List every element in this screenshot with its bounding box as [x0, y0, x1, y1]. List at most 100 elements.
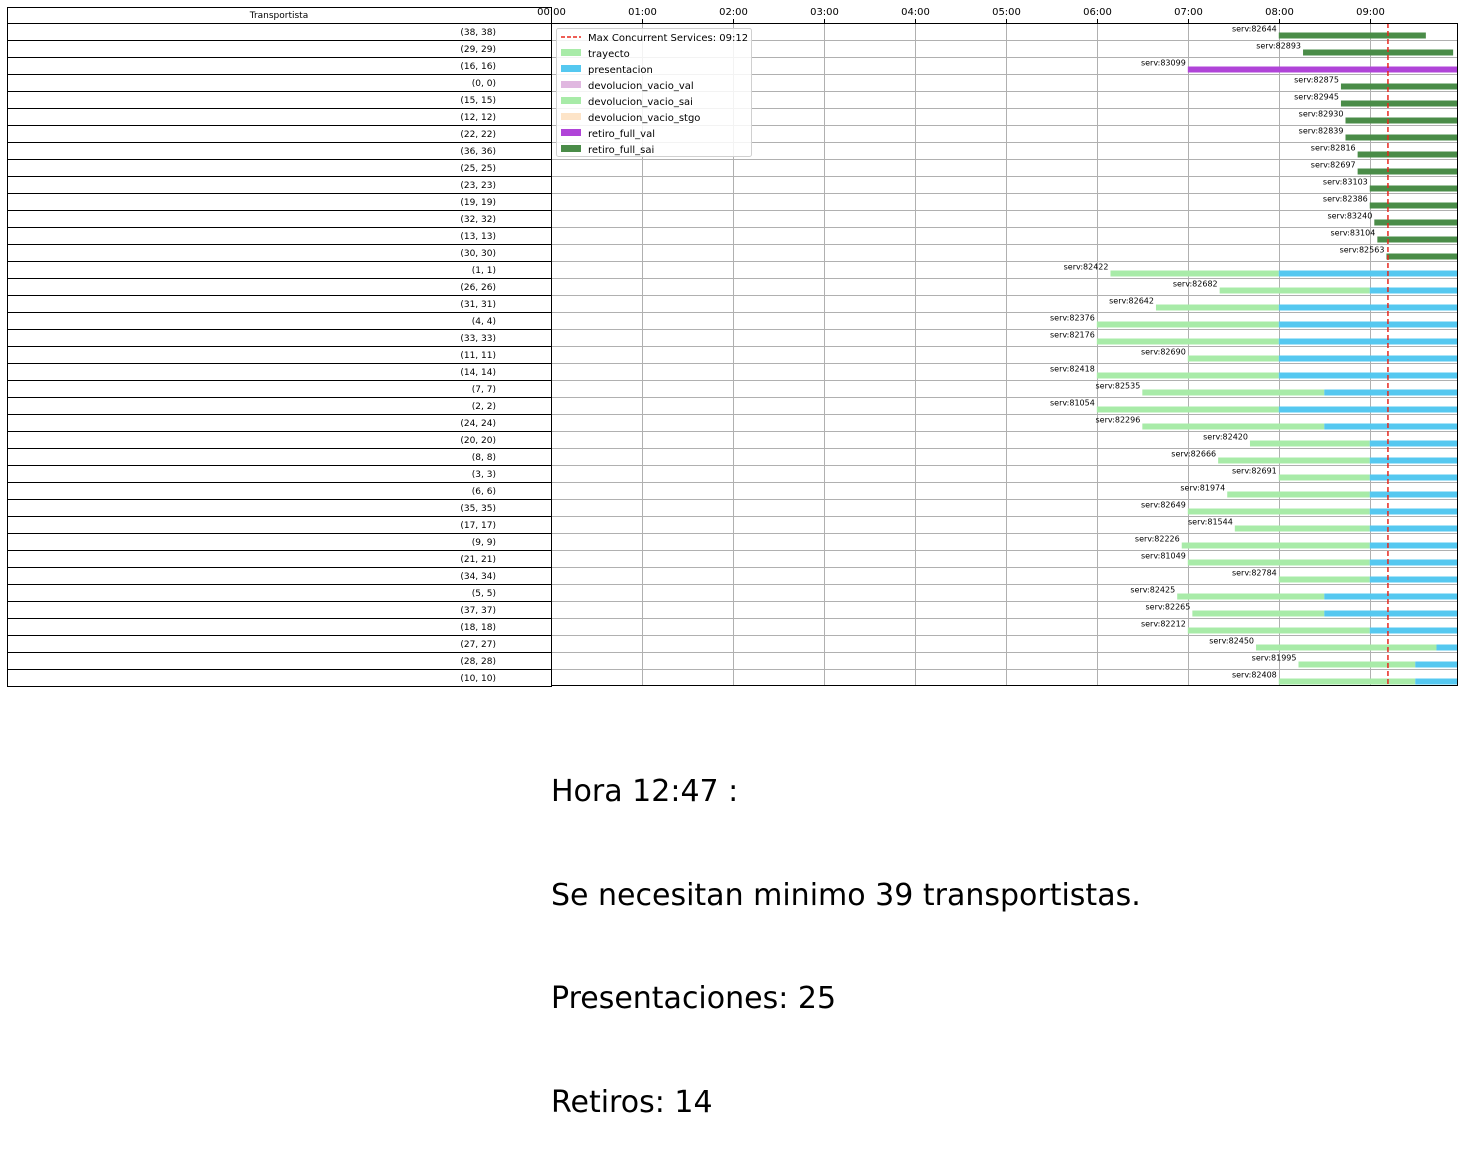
bar-trayecto	[1096, 372, 1279, 379]
summary-transportistas: Se necesitan minimo 39 transportistas.	[551, 877, 1141, 913]
service-label: serv:82420	[1203, 433, 1248, 442]
service-label: serv:82666	[1171, 450, 1216, 459]
row-label: (23, 23)	[460, 181, 496, 191]
service-label: serv:82697	[1311, 161, 1356, 170]
service-label: serv:82422	[1064, 263, 1109, 272]
bar-trayecto	[1096, 321, 1279, 328]
row-label: (11, 11)	[460, 351, 496, 361]
legend-label: presentacion	[588, 65, 653, 76]
row-label: (25, 25)	[460, 164, 496, 174]
row-label: (34, 34)	[460, 572, 496, 582]
bar-trayecto	[1096, 406, 1279, 413]
x-tick-label: 01:00	[628, 7, 657, 18]
service-label: serv:82226	[1135, 535, 1180, 544]
service-label: serv:82691	[1232, 467, 1277, 476]
x-tick-label: 07:00	[1174, 7, 1203, 18]
bar-retiro-full-sai	[1357, 168, 1458, 175]
bar-trayecto	[1218, 457, 1370, 464]
table-row	[7, 380, 552, 398]
x-tick-label: 08:00	[1265, 7, 1294, 18]
legend-label: Max Concurrent Services: 09:12	[588, 33, 748, 44]
service-label: serv:82682	[1173, 280, 1218, 289]
legend-swatch-devolucion-vacio-sai	[561, 97, 581, 104]
row-label: (32, 32)	[460, 215, 496, 225]
row-label: (5, 5)	[472, 589, 496, 599]
summary-retiros: Retiros: 14	[551, 1084, 713, 1120]
bar-retiro-full-sai	[1278, 32, 1426, 39]
legend-swatch-trayecto	[561, 49, 581, 56]
bar-retiro-full-sai	[1345, 134, 1458, 141]
legend-label: devolucion_vacio_val	[588, 81, 694, 92]
legend-label: devolucion_vacio_stgo	[588, 113, 700, 124]
service-label: serv:82425	[1130, 586, 1175, 595]
x-tick-label: 05:00	[992, 7, 1021, 18]
service-label: serv:82386	[1323, 195, 1368, 204]
row-label: (22, 22)	[460, 130, 496, 140]
service-label: serv:82376	[1050, 314, 1095, 323]
bar-trayecto	[1142, 423, 1325, 430]
row-label: (15, 15)	[460, 96, 496, 106]
row-label: (16, 16)	[460, 62, 496, 72]
bar-presentacion	[1369, 542, 1458, 549]
row-label: (27, 27)	[460, 640, 496, 650]
service-label: serv:82945	[1294, 93, 1339, 102]
bar-presentacion	[1324, 423, 1458, 430]
legend-swatch-devolucion-vacio-val	[561, 81, 581, 88]
bar-presentacion	[1415, 678, 1458, 685]
bar-presentacion	[1369, 559, 1458, 566]
bar-trayecto	[1177, 593, 1325, 600]
chart-grid: 00:00 01:00 02:00 03:00 04:00 05:00 06:00 07:00…	[537, 7, 1458, 686]
table-row	[7, 465, 552, 483]
bar-presentacion	[1369, 525, 1458, 532]
service-label: serv:82563	[1340, 246, 1385, 255]
service-label: serv:81049	[1141, 552, 1186, 561]
service-label: serv:83240	[1327, 212, 1372, 221]
service-label: serv:82418	[1050, 365, 1095, 374]
row-label: (18, 18)	[460, 623, 496, 633]
chart-bars	[1096, 32, 1458, 685]
service-label: serv:82296	[1095, 416, 1140, 425]
bar-retiro-full-sai	[1374, 219, 1458, 226]
row-label: (2, 2)	[472, 402, 496, 412]
plot-frame	[551, 23, 1458, 686]
row-label: (20, 20)	[460, 436, 496, 446]
bar-trayecto	[1278, 474, 1370, 481]
bar-trayecto	[1187, 355, 1279, 362]
bar-trayecto	[1256, 644, 1437, 651]
service-label: serv:82642	[1109, 297, 1154, 306]
bar-trayecto	[1187, 627, 1370, 634]
service-label: serv:82930	[1299, 110, 1344, 119]
bar-retiro-full-sai	[1386, 253, 1458, 260]
service-label: serv:82816	[1311, 144, 1356, 153]
chart-overlay	[551, 23, 1458, 686]
x-tick-label: 02:00	[719, 7, 748, 18]
service-label: serv:82535	[1095, 382, 1140, 391]
service-label: serv:82212	[1141, 620, 1186, 629]
bar-presentacion	[1278, 406, 1458, 413]
bar-presentacion	[1324, 593, 1458, 600]
legend-label: retiro_full_sai	[588, 145, 654, 156]
table-header-label: Transportista	[249, 11, 308, 21]
bar-trayecto	[1249, 440, 1370, 447]
row-label: (21, 21)	[460, 555, 496, 565]
bar-retiro-full-sai	[1369, 185, 1458, 192]
bar-trayecto	[1155, 304, 1279, 311]
bar-presentacion	[1278, 321, 1458, 328]
legend-label: devolucion_vacio_sai	[588, 97, 693, 108]
bar-presentacion	[1278, 304, 1458, 311]
bar-presentacion	[1369, 627, 1458, 634]
summary-text: Hora 12:47 : Se necesitan minimo 39 tran…	[551, 706, 1141, 1155]
row-label: (14, 14)	[460, 368, 496, 378]
service-label: serv:82450	[1209, 637, 1254, 646]
row-label: (36, 36)	[460, 147, 496, 157]
chart-labels: serv:82644 serv:82893 serv:83099 serv:82875…	[1050, 25, 1384, 680]
bar-retiro-full-sai	[1345, 117, 1458, 124]
bar-retiro-full-val	[1187, 66, 1458, 73]
row-label: (26, 26)	[460, 283, 496, 293]
bar-trayecto	[1096, 338, 1279, 345]
table-row	[7, 533, 552, 551]
row-label: (38, 38)	[460, 28, 496, 38]
bar-trayecto	[1227, 491, 1370, 498]
row-label: (6, 6)	[472, 487, 496, 497]
bar-presentacion	[1278, 372, 1458, 379]
